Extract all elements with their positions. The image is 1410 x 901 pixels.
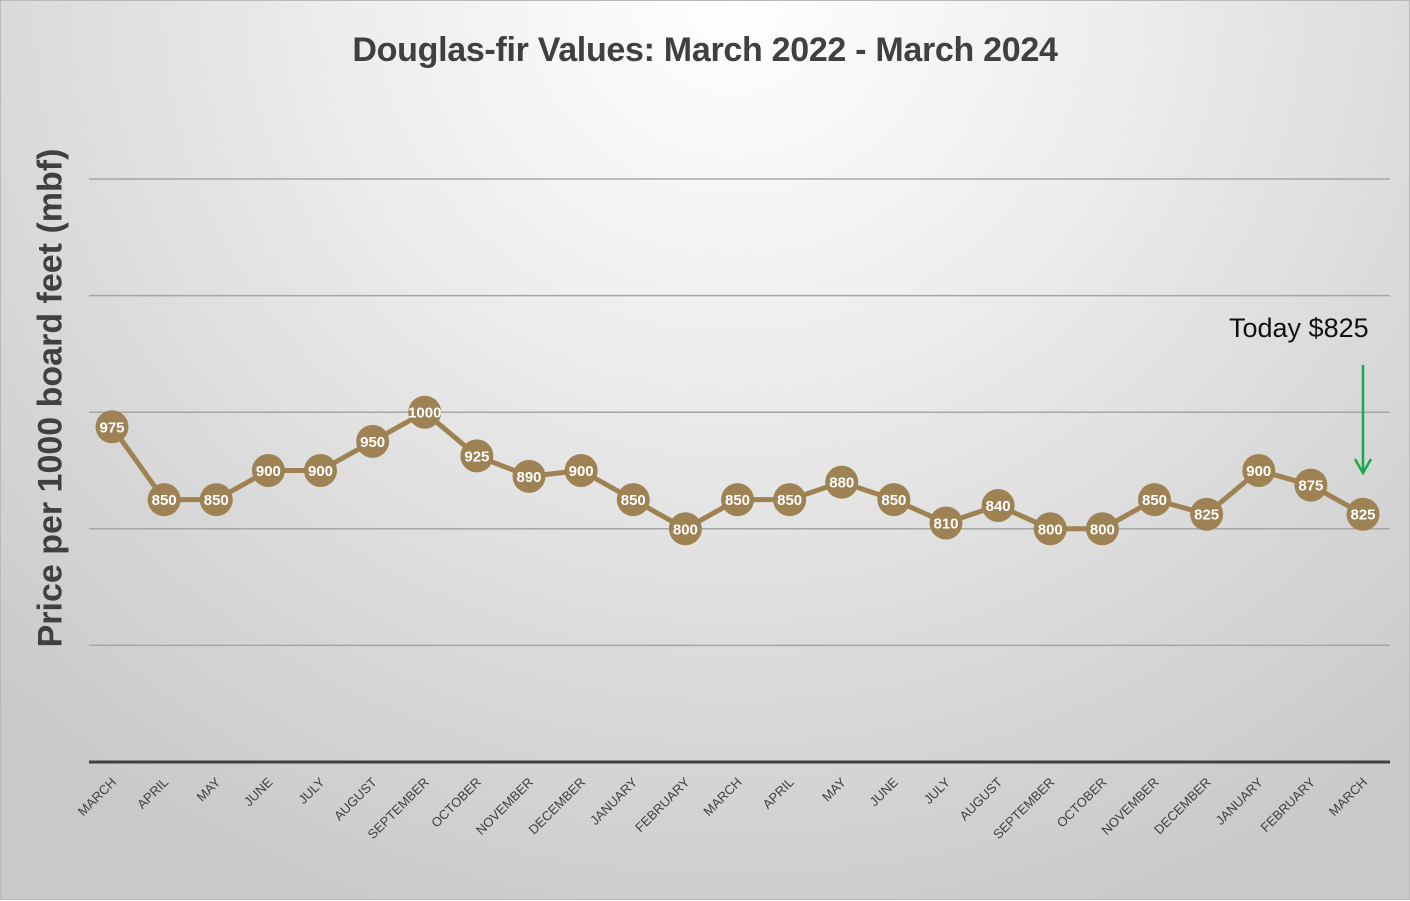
- data-point: 900: [1242, 454, 1276, 487]
- data-label: 850: [204, 492, 229, 509]
- data-point: 850: [721, 483, 754, 517]
- x-tick-label: APRIL: [134, 775, 171, 812]
- data-point: 810: [929, 506, 963, 540]
- data-label: 900: [1246, 463, 1271, 480]
- x-tick-label: OCTOBER: [428, 775, 484, 831]
- data-markers: 975 850 850 900 900 950 1000 925 890 900 850 800 850…: [95, 395, 1380, 546]
- x-tick-label: MARCH: [1326, 775, 1370, 819]
- data-point: 880: [825, 465, 859, 499]
- data-label: 850: [881, 492, 906, 509]
- x-tick-label: FEBRUARY: [1257, 774, 1318, 835]
- data-label: 810: [933, 515, 958, 532]
- data-label: 925: [464, 448, 489, 465]
- today-annotation: Today $825: [1229, 313, 1369, 343]
- data-label: 875: [1298, 478, 1323, 495]
- data-point: 850: [147, 483, 181, 517]
- x-tick-label: JANUARY: [587, 774, 641, 828]
- data-label: 850: [777, 492, 802, 509]
- data-point: 1000: [408, 395, 441, 429]
- x-tick-label: APRIL: [760, 775, 797, 812]
- data-label: 850: [725, 492, 750, 509]
- gridlines: [89, 178, 1390, 647]
- data-label: 850: [1142, 492, 1167, 509]
- x-tick-label: JANUARY: [1213, 774, 1267, 828]
- data-point: 875: [1294, 468, 1328, 502]
- x-tick-label: MAY: [194, 774, 224, 804]
- x-axis-tick-labels: MARCH APRIL MAY JUNE JULY AUGUSTSEPTEMBEROCTO…: [75, 774, 1370, 842]
- data-point: 800: [1033, 512, 1067, 546]
- x-tick-label: MARCH: [75, 775, 119, 819]
- data-label: 900: [308, 463, 333, 480]
- data-label: 850: [621, 492, 646, 509]
- x-tick-label: JUNE: [241, 774, 276, 809]
- data-label: 800: [1090, 521, 1115, 538]
- data-label: 850: [152, 492, 177, 509]
- x-tick-label: OCTOBER: [1054, 775, 1110, 831]
- data-point: 900: [251, 454, 285, 487]
- data-label: 800: [1038, 521, 1063, 538]
- data-point: 850: [877, 483, 911, 517]
- x-tick-label: MAY: [819, 774, 849, 804]
- x-tick-label: FEBRUARY: [632, 774, 693, 835]
- x-tick-label: JUNE: [866, 774, 901, 809]
- x-tick-label: DECEMBER: [526, 775, 589, 838]
- data-point: 850: [199, 483, 233, 517]
- data-point: 850: [1138, 483, 1171, 517]
- data-point: 925: [460, 439, 494, 473]
- data-label: 880: [829, 475, 854, 492]
- data-point: 825: [1190, 497, 1224, 531]
- data-label: 825: [1350, 507, 1375, 524]
- chart-title: Douglas-fir Values: March 2022 - March 2…: [352, 31, 1058, 69]
- data-point: 825: [1346, 497, 1380, 531]
- x-tick-label: DECEMBER: [1151, 775, 1214, 838]
- x-tick-label: MARCH: [700, 775, 744, 819]
- data-point: 975: [95, 410, 129, 444]
- x-tick-label: JULY: [921, 774, 954, 807]
- x-tick-label: AUGUST: [331, 774, 380, 823]
- data-label: 890: [516, 469, 541, 486]
- data-point: 850: [773, 483, 807, 517]
- data-point: 800: [668, 512, 702, 546]
- data-point: 900: [564, 454, 598, 487]
- data-label: 800: [673, 521, 698, 538]
- data-label: 975: [99, 419, 124, 436]
- data-point: 900: [304, 454, 337, 487]
- data-label: 900: [256, 463, 281, 480]
- data-point: 850: [616, 483, 650, 517]
- data-label: 825: [1194, 507, 1219, 524]
- data-point: 800: [1085, 512, 1119, 546]
- x-tick-label: JULY: [295, 774, 328, 807]
- data-label: 840: [986, 498, 1011, 515]
- x-tick-label: AUGUST: [956, 774, 1005, 823]
- data-point: 890: [512, 459, 546, 493]
- data-point: 950: [356, 424, 390, 458]
- data-label: 1000: [408, 405, 441, 422]
- data-label: 900: [569, 463, 594, 480]
- data-label: 950: [360, 434, 385, 451]
- today-arrow-icon: [1353, 365, 1373, 476]
- data-point: 840: [981, 488, 1015, 522]
